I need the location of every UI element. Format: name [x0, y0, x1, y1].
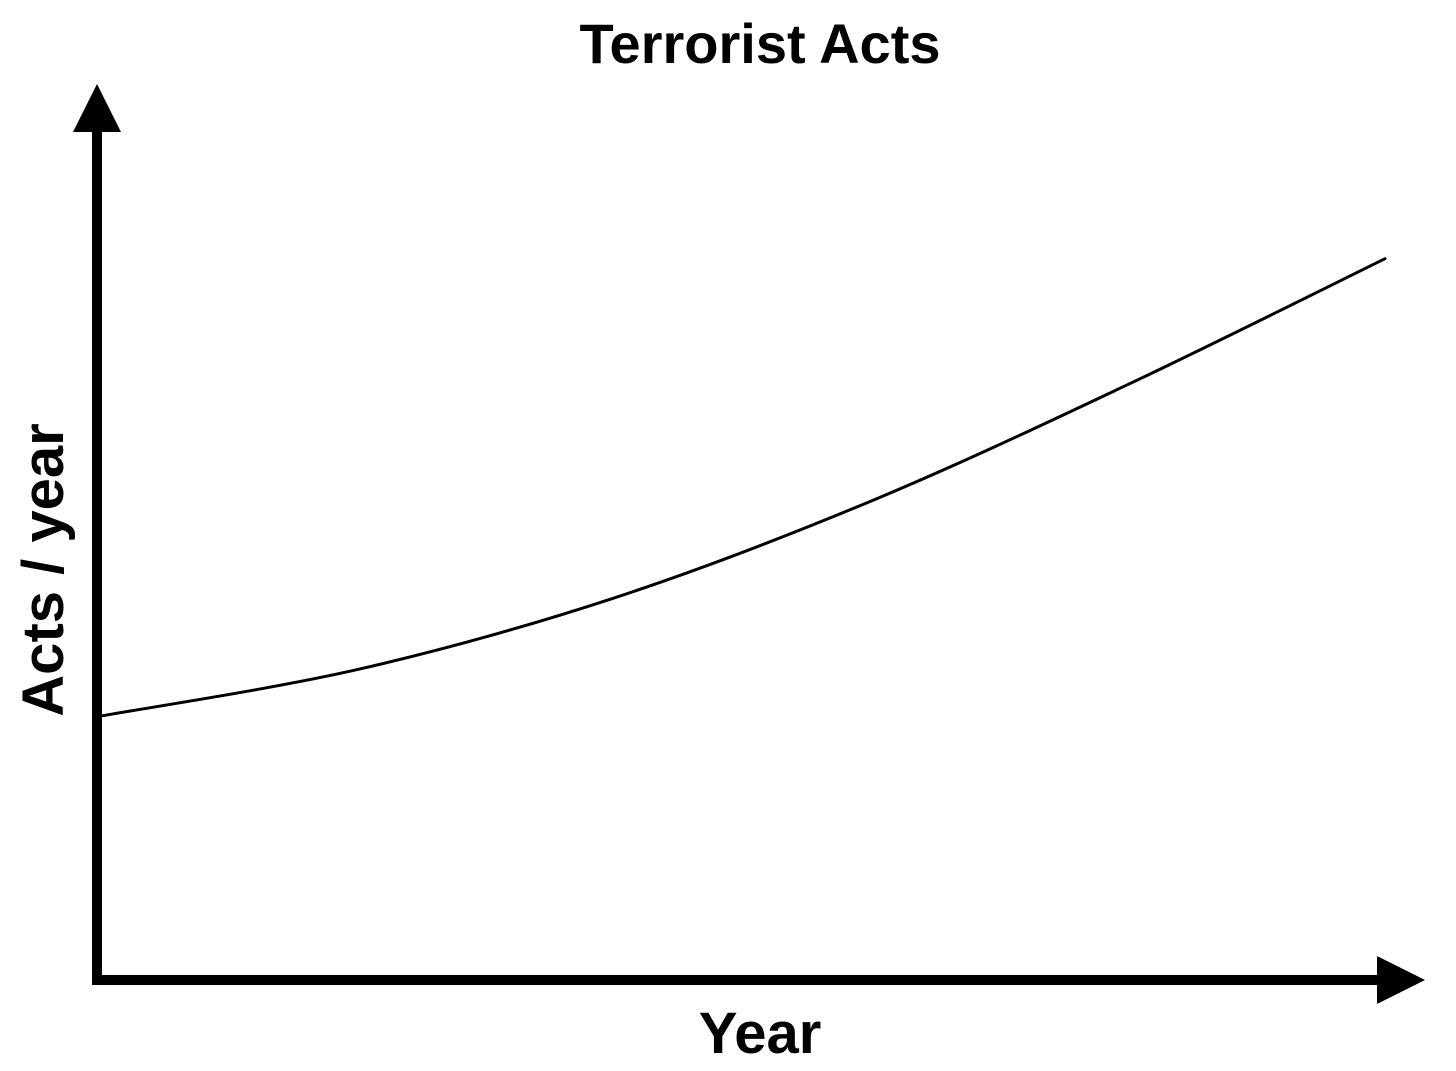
x-axis-arrowhead — [1377, 956, 1425, 1004]
y-axis-label: Acts / year — [11, 423, 76, 716]
y-axis-arrowhead — [73, 84, 121, 132]
series-line-0 — [101, 257, 1387, 718]
x-axis-label: Year — [699, 1001, 822, 1066]
axes — [73, 84, 1425, 1004]
series-layer — [101, 257, 1387, 718]
chart-title: Terrorist Acts — [580, 12, 941, 75]
